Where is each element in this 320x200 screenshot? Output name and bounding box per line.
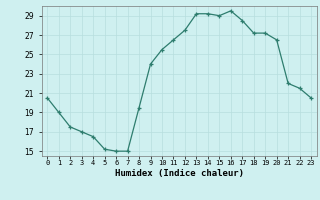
X-axis label: Humidex (Indice chaleur): Humidex (Indice chaleur) [115, 169, 244, 178]
